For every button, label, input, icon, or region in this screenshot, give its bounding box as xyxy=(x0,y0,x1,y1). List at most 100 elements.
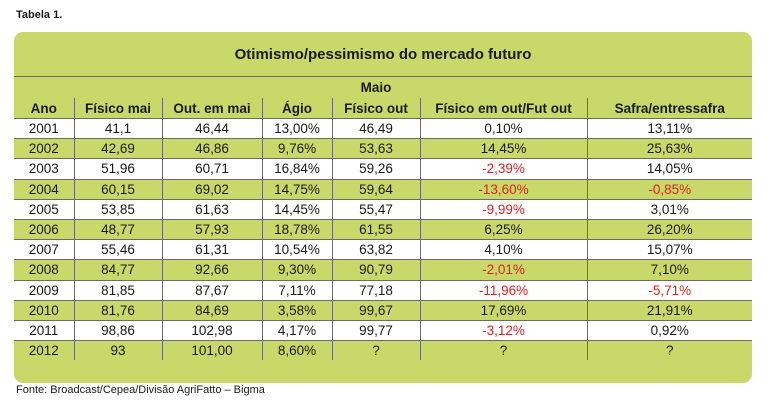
cell-agio: 9,30% xyxy=(262,259,333,281)
cell-ano: 2003 xyxy=(14,158,75,180)
cell-fisico-out-fut-out: 4,10% xyxy=(420,239,588,261)
cell-fisico-out: 59,64 xyxy=(332,179,421,200)
cell-safra-entressafra: 25,63% xyxy=(587,138,752,160)
table-title: Otimismo/pessimismo do mercado futuro xyxy=(234,46,532,63)
cell-fisico-out: 63,82 xyxy=(332,239,421,261)
cell-fisico-out-fut-out: -3,12% xyxy=(420,320,588,342)
cell-safra-entressafra: 3,01% xyxy=(587,199,752,220)
column-header-fisico-mai: Físico mai xyxy=(74,98,163,119)
cell-fisico-out: ? xyxy=(332,340,421,361)
header-row: Ano Físico mai Out. em mai Ágio Físico o… xyxy=(14,98,752,119)
cell-agio: 8,60% xyxy=(262,340,333,361)
cell-fisico-mai: 42,69 xyxy=(74,138,163,160)
cell-agio: 4,17% xyxy=(262,320,333,342)
cell-out-em-mai: 61,63 xyxy=(162,199,263,220)
table-row: 2010 81,76 84,69 3,58% 99,67 17,69% 21,91% xyxy=(14,300,752,321)
cell-agio: 10,54% xyxy=(262,239,333,261)
column-header-fisico-out: Físico out xyxy=(332,98,421,119)
column-header-ano: Ano xyxy=(14,98,75,119)
cell-out-em-mai: 60,71 xyxy=(162,158,263,180)
cell-fisico-mai: 81,76 xyxy=(74,300,163,321)
table-row: 2006 48,77 57,93 18,78% 61,55 6,25% 26,20% xyxy=(14,219,752,241)
cell-ano: 2005 xyxy=(14,199,75,220)
cell-out-em-mai: 57,93 xyxy=(162,219,263,241)
cell-out-em-mai: 61,31 xyxy=(162,239,263,261)
cell-safra-entressafra: 0,92% xyxy=(587,320,752,342)
cell-out-em-mai: 87,67 xyxy=(162,280,263,301)
table-caption: Tabela 1. xyxy=(16,9,63,21)
column-header-agio: Ágio xyxy=(262,98,333,119)
cell-safra-entressafra: 13,11% xyxy=(587,118,752,140)
cell-fisico-out-fut-out: 17,69% xyxy=(420,300,588,321)
cell-fisico-mai: 48,77 xyxy=(74,219,163,241)
cell-fisico-out-fut-out: -11,96% xyxy=(420,280,588,301)
cell-out-em-mai: 84,69 xyxy=(162,300,263,321)
cell-ano: 2011 xyxy=(14,320,75,342)
cell-fisico-out: 55,47 xyxy=(332,199,421,220)
table-row: 2002 42,69 46,86 9,76% 53,63 14,45% 25,63% xyxy=(14,138,752,160)
table-body: 2001 41,1 46,44 13,00% 46,49 0,10% 13,11% 2002 4… xyxy=(14,118,752,361)
cell-out-em-mai: 101,00 xyxy=(162,340,263,361)
column-header-safra-entressafra: Safra/entressafra xyxy=(587,98,752,119)
cell-fisico-mai: 53,85 xyxy=(74,199,163,220)
cell-safra-entressafra: ? xyxy=(587,340,752,361)
cell-out-em-mai: 46,44 xyxy=(162,118,263,140)
cell-fisico-mai: 81,85 xyxy=(74,280,163,301)
cell-safra-entressafra: 7,10% xyxy=(587,259,752,281)
cell-agio: 14,75% xyxy=(262,179,333,200)
table-row: 2003 51,96 60,71 16,84% 59,26 -2,39% 14,05% xyxy=(14,158,752,180)
cell-fisico-out: 90,79 xyxy=(332,259,421,281)
column-header-out-em-mai: Out. em mai xyxy=(162,98,263,119)
cell-safra-entressafra: 21,91% xyxy=(587,300,752,321)
cell-out-em-mai: 92,66 xyxy=(162,259,263,281)
cell-fisico-out: 59,26 xyxy=(332,158,421,180)
cell-ano: 2008 xyxy=(14,259,75,281)
cell-fisico-out-fut-out: -9,99% xyxy=(420,199,588,220)
group-header: Maio xyxy=(332,76,420,98)
table-row: 2011 98,86 102,98 4,17% 99,77 -3,12% 0,92% xyxy=(14,320,752,342)
table-row: 2009 81,85 87,67 7,11% 77,18 -11,96% -5,71% xyxy=(14,280,752,301)
cell-agio: 14,45% xyxy=(262,199,333,220)
data-table: Maio Ano Físico mai Out. em mai Ágio Fís… xyxy=(14,76,752,361)
table-row: 2007 55,46 61,31 10,54% 63,82 4,10% 15,07% xyxy=(14,239,752,261)
cell-safra-entressafra: 14,05% xyxy=(587,158,752,180)
cell-ano: 2002 xyxy=(14,138,75,160)
column-header-fisico-out-fut-out: Físico em out/Fut out xyxy=(420,98,588,119)
cell-ano: 2006 xyxy=(14,219,75,241)
cell-agio: 16,84% xyxy=(262,158,333,180)
table-container: Otimismo/pessimismo do mercado futuro Ma… xyxy=(14,32,752,383)
cell-out-em-mai: 46,86 xyxy=(162,138,263,160)
cell-fisico-mai: 51,96 xyxy=(74,158,163,180)
cell-fisico-mai: 93 xyxy=(74,340,163,361)
cell-fisico-out: 77,18 xyxy=(332,280,421,301)
cell-fisico-out-fut-out: 0,10% xyxy=(420,118,588,140)
cell-fisico-mai: 60,15 xyxy=(74,179,163,200)
cell-fisico-out-fut-out: -2,01% xyxy=(420,259,588,281)
table-row: 2008 84,77 92,66 9,30% 90,79 -2,01% 7,10% xyxy=(14,259,752,281)
cell-agio: 7,11% xyxy=(262,280,333,301)
cell-agio: 13,00% xyxy=(262,118,333,140)
cell-safra-entressafra: -5,71% xyxy=(587,280,752,301)
table-row: 2005 53,85 61,63 14,45% 55,47 -9,99% 3,01% xyxy=(14,199,752,220)
cell-fisico-out: 61,55 xyxy=(332,219,421,241)
cell-ano: 2009 xyxy=(14,280,75,301)
cell-ano: 2001 xyxy=(14,118,75,140)
cell-fisico-out: 99,67 xyxy=(332,300,421,321)
table-row: 2001 41,1 46,44 13,00% 46,49 0,10% 13,11% xyxy=(14,118,752,140)
cell-fisico-out: 99,77 xyxy=(332,320,421,342)
cell-safra-entressafra: -0,85% xyxy=(587,179,752,200)
cell-agio: 9,76% xyxy=(262,138,333,160)
cell-safra-entressafra: 15,07% xyxy=(587,239,752,261)
cell-fisico-mai: 84,77 xyxy=(74,259,163,281)
cell-fisico-out: 46,49 xyxy=(332,118,421,140)
cell-fisico-out-fut-out: 6,25% xyxy=(420,219,588,241)
table-row: 2004 60,15 69,02 14,75% 59,64 -13,60% -0,85% xyxy=(14,179,752,200)
cell-fisico-out-fut-out: ? xyxy=(420,340,588,361)
cell-fisico-out-fut-out: -13,60% xyxy=(420,179,588,200)
cell-ano: 2012 xyxy=(14,340,75,361)
cell-out-em-mai: 102,98 xyxy=(162,320,263,342)
cell-fisico-out-fut-out: -2,39% xyxy=(420,158,588,180)
cell-safra-entressafra: 26,20% xyxy=(587,219,752,241)
cell-fisico-mai: 98,86 xyxy=(74,320,163,342)
source-footer: Fonte: Broadcast/Cepea/Divisão AgriFatto… xyxy=(16,384,265,396)
